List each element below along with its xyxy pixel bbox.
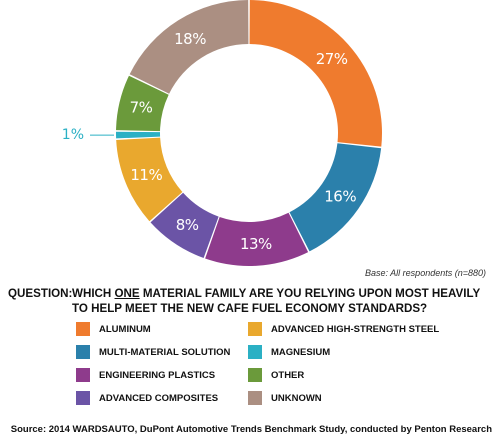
legend-item: ENGINEERING PLASTICS [76,368,215,382]
legend-swatch [76,391,90,405]
donut-chart: 27% 16% 13% 8% 11% 1% 7% 18% [62,0,382,266]
slice-label: 11% [130,166,162,184]
question-prefix: QUESTION: [8,287,73,300]
slice-advanced-composites [150,192,219,259]
slice-label: 18% [174,30,206,48]
legend-item: OTHER [248,368,304,382]
callout-label: 1% [62,127,84,143]
question-emphasis: ONE [114,287,140,300]
legend-label: ADVANCED HIGH-STRENGTH STEEL [271,323,440,335]
legend-swatch [76,345,90,359]
base-note: Base: All respondents (n=880) [365,268,486,278]
source-note: Source: 2014 WARDSAUTO, DuPont Automotiv… [10,424,492,435]
survey-question: QUESTION:WHICH ONE MATERIAL FAMILY ARE Y… [8,286,494,316]
slice-label: 27% [316,50,348,68]
question-line2: TO HELP MEET THE NEW CAFE FUEL ECONOMY S… [72,302,428,315]
legend-item: ALUMINUM [76,322,151,336]
legend-swatch [248,322,262,336]
slice-engineering-plastics [205,212,309,266]
question-line1-after: MATERIAL FAMILY ARE YOU RELYING UPON MOS… [139,287,481,300]
legend-label: ENGINEERING PLASTICS [99,369,216,381]
legend-swatch [248,391,262,405]
slice-magnesium [116,131,161,139]
slice-multi-material-solution [289,143,382,252]
legend-label: MAGNESIUM [271,346,331,358]
legend-swatch [76,368,90,382]
legend-label: OTHER [271,369,305,381]
legend-swatch [248,368,262,382]
legend-label: UNKNOWN [271,392,322,404]
legend-item: ADVANCED COMPOSITES [76,391,218,405]
legend-swatch [76,322,90,336]
legend-item: MAGNESIUM [248,345,330,359]
slice-unknown [129,0,249,94]
question-line1-before: WHICH [72,287,115,300]
slice-label: 7% [130,98,153,116]
slice-aluminum [249,0,382,147]
slice-label: 13% [240,235,272,253]
legend-item: ADVANCED HIGH-STRENGTH STEEL [248,322,439,336]
legend-label: ADVANCED COMPOSITES [99,392,219,404]
legend-label: MULTI-MATERIAL SOLUTION [99,346,231,358]
slice-other [116,75,169,132]
legend-item: MULTI-MATERIAL SOLUTION [76,345,230,359]
slice-label: 16% [324,187,356,205]
legend-item: UNKNOWN [248,391,322,405]
slice-advanced-high-strength-steel [116,137,183,222]
legend-swatch [248,345,262,359]
slice-label: 8% [176,216,199,234]
legend-label: ALUMINUM [99,323,151,335]
